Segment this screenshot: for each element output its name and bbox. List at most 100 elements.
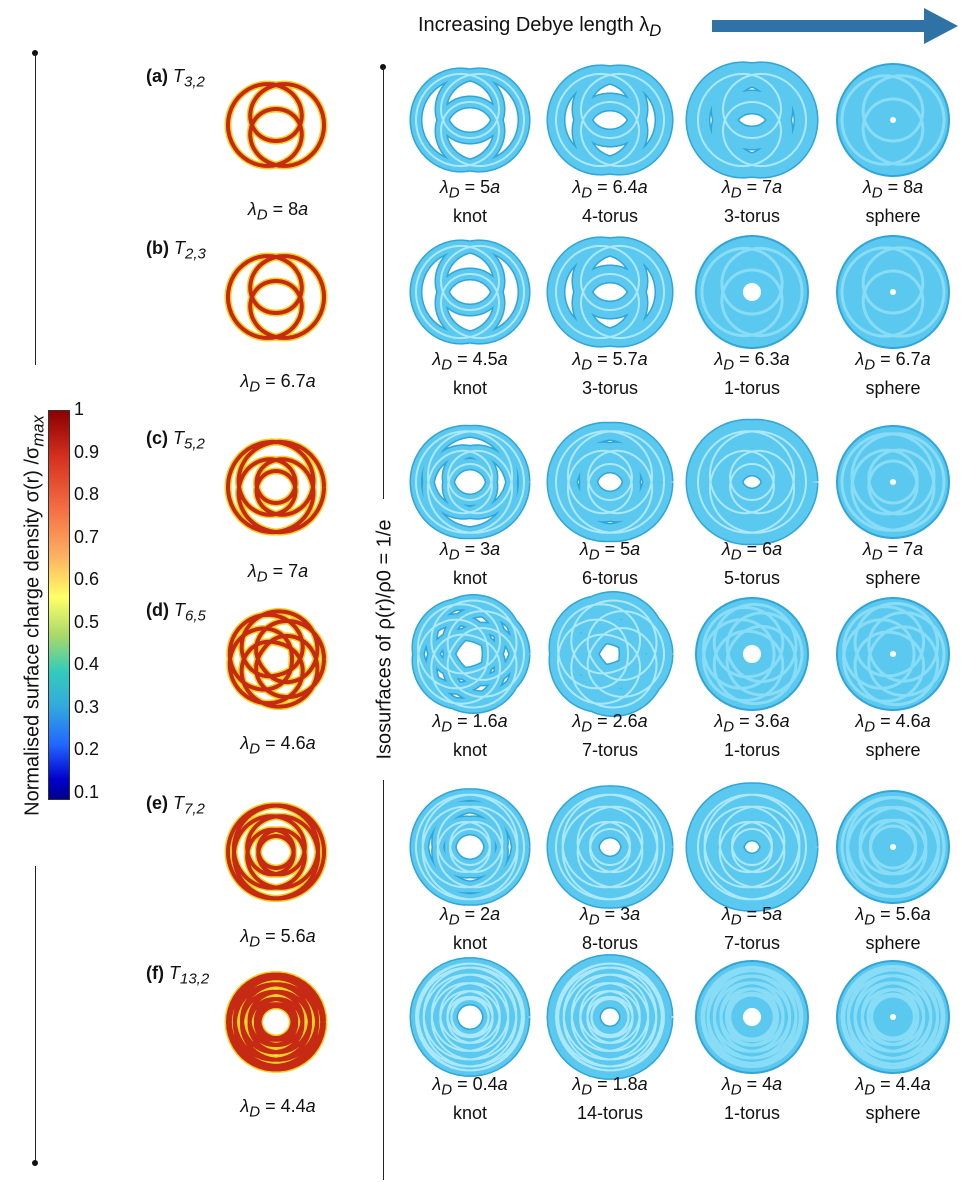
isosurface-lambda: λD = 6.7a	[855, 349, 931, 374]
isosurface-caption: λD = 6.3a 1-torus	[714, 348, 789, 399]
isosurface-render	[695, 597, 809, 711]
panel-label: (b) T2,3	[146, 238, 206, 263]
isosurface-topology: 3-torus	[723, 205, 781, 226]
isosurface-lambda: λD = 6.4a	[572, 177, 648, 202]
isosurface-render	[836, 425, 950, 539]
isosurface-topology: knot	[452, 205, 488, 226]
isosurface-render	[836, 790, 950, 904]
knot-lambda-caption: λD = 7a	[247, 561, 309, 586]
isosurface-lambda: λD = 2.6a	[572, 711, 648, 736]
isosurface-lambda: λD = 5a	[439, 177, 501, 202]
isosurface-caption: λD = 5.6a sphere	[855, 903, 930, 954]
increasing-arrow-icon	[712, 8, 958, 44]
isosurface-topology: sphere	[865, 377, 921, 398]
isosurface-render	[409, 67, 531, 173]
panel-label: (a) T3,2	[146, 66, 205, 91]
panel-label: (d) T6,5	[146, 600, 206, 625]
isosurface-topology: sphere	[865, 739, 921, 760]
iso-axis-label: Isosurfaces of ρ(r)/ρ0 = 1/e	[373, 519, 396, 760]
isosurface-render	[836, 235, 950, 349]
isosurface-lambda: λD = 4.6a	[855, 711, 931, 736]
isosurface-caption: λD = 8a sphere	[863, 176, 923, 227]
colorbar-axis-bottom-dot	[32, 1160, 38, 1166]
isosurface-render	[836, 63, 950, 177]
iso-axis-line-bottom	[383, 780, 384, 1180]
isosurface-topology: 1-torus	[723, 739, 781, 760]
isosurface-topology: 14-torus	[576, 1102, 644, 1123]
colorbar-tick-label: 0.3	[74, 696, 100, 717]
isosurface-caption: λD = 4a 1-torus	[722, 1073, 782, 1124]
isosurface-caption: λD = 2.6a 7-torus	[572, 710, 647, 761]
isosurface-lambda: λD = 4a	[721, 1074, 783, 1099]
colorbar-tick-label: 0.2	[74, 739, 100, 759]
isosurface-lambda: λD = 3a	[579, 904, 641, 929]
charge-density-knot	[226, 607, 328, 711]
isosurface-lambda: λD = 6.3a	[714, 349, 790, 374]
isosurface-lambda: λD = 3.6a	[714, 711, 790, 736]
panel-label: (e) T7,2	[146, 793, 205, 818]
colorbar-tick-label: 0.5	[74, 611, 100, 632]
colorbar-axis-line-bottom	[35, 866, 36, 1164]
colorbar	[48, 410, 70, 800]
isosurface-topology: 1-torus	[723, 377, 781, 398]
isosurface-topology: sphere	[865, 1102, 921, 1123]
isosurface-topology: knot	[452, 377, 488, 398]
isosurface-lambda: λD = 1.8a	[572, 1074, 648, 1099]
colorbar-tick-label: 0.4	[74, 654, 100, 674]
isosurface-topology: sphere	[865, 567, 921, 588]
knot-lambda-caption: λD = 4.6a	[240, 733, 316, 758]
knot-lambda-caption: λD = 6.7a	[240, 371, 316, 396]
charge-density-knot	[224, 971, 328, 1073]
isosurface-lambda: λD = 4.5a	[432, 349, 508, 374]
isosurface-caption: λD = 4.6a sphere	[855, 710, 930, 761]
isosurface-render	[546, 785, 674, 909]
isosurface-caption: λD = 3a 8-torus	[580, 903, 640, 954]
isosurface-caption: λD = 6a 5-torus	[722, 538, 782, 589]
isosurface-topology: 7-torus	[581, 739, 639, 760]
colorbar-tick-label: 0.9	[74, 441, 100, 462]
isosurface-render	[548, 590, 674, 718]
isosurface-render	[546, 236, 674, 348]
isosurface-lambda: λD = 0.4a	[432, 1074, 508, 1099]
colorbar-tick-label: 0.1	[74, 781, 100, 802]
isosurface-caption: λD = 7a sphere	[863, 538, 923, 589]
isosurface-lambda: λD = 5.6a	[855, 904, 931, 929]
isosurface-lambda: λD = 4.4a	[855, 1074, 931, 1099]
isosurface-lambda: λD = 6a	[721, 539, 783, 564]
isosurface-render	[409, 788, 531, 906]
isosurface-topology: 5-torus	[723, 567, 781, 588]
iso-axis-line-top	[383, 67, 384, 499]
isosurface-caption: λD = 5a knot	[440, 176, 500, 227]
isosurface-topology: knot	[452, 1102, 488, 1123]
isosurface-lambda: λD = 5.7a	[572, 349, 648, 374]
isosurface-caption: λD = 3.6a 1-torus	[714, 710, 789, 761]
isosurface-render	[409, 957, 531, 1077]
isosurface-topology: 7-torus	[723, 932, 781, 953]
isosurface-topology: sphere	[865, 932, 921, 953]
isosurface-topology: 4-torus	[581, 205, 639, 226]
isosurface-topology: 1-torus	[723, 1102, 781, 1123]
isosurface-caption: λD = 5a 7-torus	[722, 903, 782, 954]
isosurface-lambda: λD = 7a	[721, 177, 783, 202]
isosurface-caption: λD = 5.7a 3-torus	[572, 348, 647, 399]
isosurface-caption: λD = 2a knot	[440, 903, 500, 954]
panel-label: (c) T5,2	[146, 428, 205, 453]
isosurface-render	[409, 239, 531, 345]
isosurface-lambda: λD = 3a	[439, 539, 501, 564]
knot-lambda-caption: λD = 4.4a	[240, 1096, 316, 1121]
colorbar-tick-label: 0.6	[74, 569, 100, 589]
isosurface-caption: λD = 1.8a 14-torus	[572, 1073, 647, 1124]
knot-lambda-caption: λD = 5.6a	[240, 926, 316, 951]
isosurface-topology: knot	[452, 739, 488, 760]
isosurface-lambda: λD = 7a	[862, 539, 924, 564]
isosurface-render	[695, 235, 809, 349]
isosurface-topology: 3-torus	[581, 377, 639, 398]
isosurface-topology: knot	[452, 932, 488, 953]
colorbar-tick-label: 0.7	[74, 526, 100, 547]
isosurface-lambda: λD = 8a	[862, 177, 924, 202]
isosurface-render	[546, 64, 674, 176]
isosurface-topology: 8-torus	[581, 932, 639, 953]
colorbar-title: Normalised surface charge density σ(r) /…	[21, 415, 48, 816]
isosurface-caption: λD = 4.4a sphere	[855, 1073, 930, 1124]
isosurface-caption: λD = 6.4a 4-torus	[572, 176, 647, 227]
